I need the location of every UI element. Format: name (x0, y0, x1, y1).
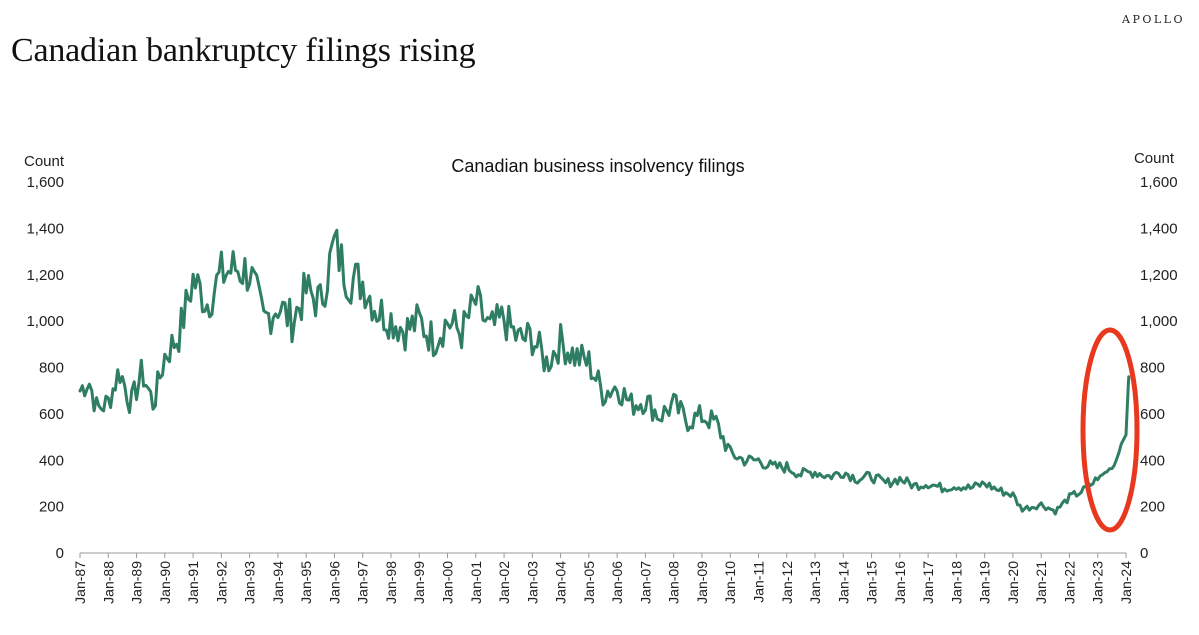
brand-logo: APOLLO (1122, 13, 1185, 26)
x-tick-label: Jan-95 (298, 561, 314, 604)
x-tick-label: Jan-15 (864, 561, 880, 604)
x-tick-label: Jan-12 (779, 561, 795, 604)
x-tick-label: Jan-01 (468, 561, 484, 604)
y-tick-label-left: 600 (39, 406, 64, 423)
y-axis-label-left: Count (24, 153, 65, 170)
x-tick-label: Jan-87 (72, 561, 88, 604)
x-tick-label: Jan-99 (411, 561, 427, 604)
x-tick-label: Jan-88 (100, 561, 116, 604)
y-tick-label-left: 200 (39, 499, 64, 516)
chart-title: Canadian business insolvency filings (451, 156, 744, 176)
x-tick-label: Jan-94 (270, 561, 286, 604)
x-tick-label: Jan-14 (835, 561, 851, 604)
y-tick-label-right: 200 (1140, 499, 1165, 516)
x-tick-label: Jan-20 (1005, 561, 1021, 604)
x-tick-label: Jan-00 (440, 561, 456, 604)
y-ticks-right: 0 200 400 600 800 1,000 1,200 1,400 1,600 (1140, 174, 1178, 562)
y-tick-label-left: 400 (39, 452, 64, 469)
x-tick-label: Jan-05 (581, 561, 597, 604)
x-tick-label: Jan-04 (553, 561, 569, 604)
highlight-ellipse (1080, 327, 1140, 533)
series-line-insolvency-filings (78, 228, 1131, 516)
y-tick-label-left: 0 (56, 545, 64, 562)
y-tick-label-right: 0 (1140, 545, 1148, 562)
x-tick-label: Jan-91 (185, 561, 201, 604)
x-tick-label: Jan-16 (892, 561, 908, 604)
x-tick-label: Jan-07 (637, 561, 653, 604)
x-tick-label: Jan-89 (129, 561, 145, 604)
x-tick-label: Jan-08 (666, 561, 682, 604)
x-tick-label: Jan-02 (496, 561, 512, 604)
y-tick-label-right: 1,000 (1140, 313, 1178, 330)
x-tick-label: Jan-06 (609, 561, 625, 604)
x-tick-label: Jan-23 (1090, 561, 1106, 604)
x-tick-label: Jan-21 (1033, 561, 1049, 604)
y-tick-label-left: 1,400 (26, 220, 64, 237)
x-tick-label: Jan-22 (1061, 561, 1077, 604)
y-tick-label-left: 1,600 (26, 174, 64, 191)
y-tick-label-right: 600 (1140, 406, 1165, 423)
y-tick-label-right: 400 (1140, 452, 1165, 469)
y-tick-label-right: 1,400 (1140, 220, 1178, 237)
x-tick-label: Jan-09 (694, 561, 710, 604)
y-axis-label-right: Count (1134, 150, 1175, 167)
x-tick-label: Jan-17 (920, 561, 936, 604)
x-tick-label: Jan-92 (213, 561, 229, 604)
page-title: Canadian bankruptcy filings rising (11, 32, 476, 69)
x-tick-label: Jan-13 (807, 561, 823, 604)
y-tick-label-right: 1,200 (1140, 267, 1178, 284)
x-tick-label: Jan-96 (326, 561, 342, 604)
x-ticks: Jan-87 Jan-88 Jan-89 Jan-90 Jan-91 Jan-92 Jan-… (72, 553, 1134, 604)
x-tick-label: Jan-03 (524, 561, 540, 604)
y-tick-label-right: 800 (1140, 360, 1165, 377)
x-tick-label: Jan-10 (722, 561, 738, 604)
x-tick-label: Jan-97 (355, 561, 371, 604)
y-tick-label-left: 1,200 (26, 267, 64, 284)
x-tick-label: Jan-18 (948, 561, 964, 604)
y-ticks-left: 0 200 400 600 800 1,000 1,200 1,400 1,600 (26, 174, 64, 562)
x-tick-label: Jan-93 (242, 561, 258, 604)
y-tick-label-left: 800 (39, 360, 64, 377)
x-tick-label: Jan-11 (750, 561, 766, 603)
x-tick-label: Jan-24 (1118, 561, 1134, 604)
x-tick-label: Jan-90 (157, 561, 173, 604)
y-tick-label-right: 1,600 (1140, 174, 1178, 191)
x-tick-label: Jan-98 (383, 561, 399, 604)
x-tick-label: Jan-19 (977, 561, 993, 604)
y-tick-label-left: 1,000 (26, 313, 64, 330)
